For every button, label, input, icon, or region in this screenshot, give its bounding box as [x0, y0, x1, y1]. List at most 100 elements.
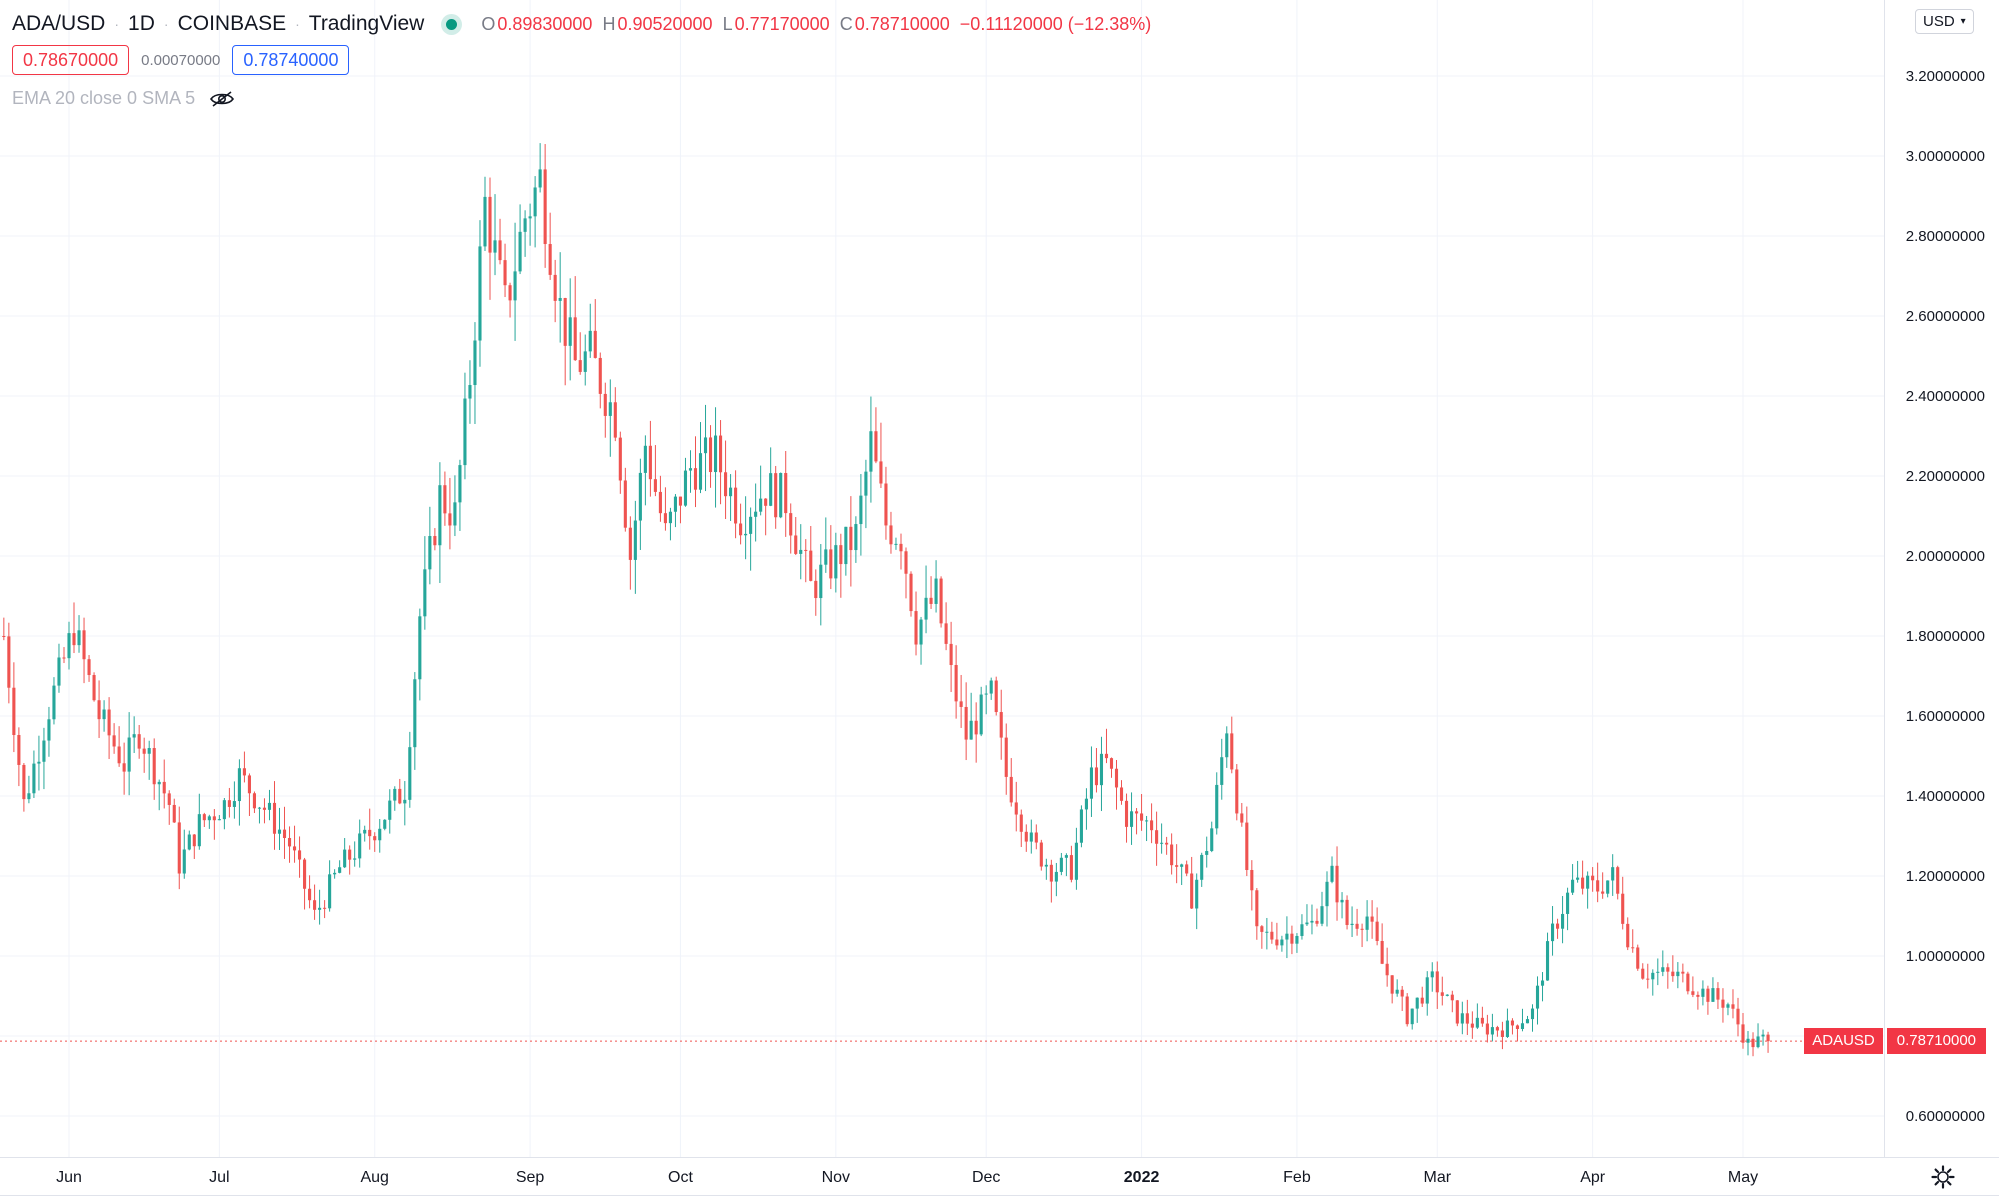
candle-body	[1455, 1000, 1459, 1024]
currency-selector[interactable]: USD ▾	[1915, 9, 1974, 34]
candle-body	[1155, 830, 1159, 844]
candle-body	[398, 788, 402, 804]
candle-body	[1365, 916, 1369, 930]
candle-body	[102, 709, 106, 720]
candle-body	[789, 513, 793, 536]
candle-body	[1525, 1019, 1530, 1024]
eye-off-icon[interactable]	[209, 90, 235, 108]
indicator-legend[interactable]: EMA 20 close 0 SMA 5	[12, 88, 235, 109]
candle-body	[388, 800, 392, 820]
candle-body	[172, 804, 176, 823]
candle-body	[1004, 737, 1008, 777]
candle-body	[1165, 842, 1169, 845]
candle-body	[443, 485, 447, 514]
candle-body	[914, 611, 918, 645]
candle-body	[57, 657, 61, 686]
candle-body	[618, 437, 622, 481]
candle-body	[1360, 928, 1364, 930]
candle-body	[543, 169, 547, 245]
candle-body	[1280, 939, 1284, 946]
buy-price-button[interactable]: 0.78740000	[232, 45, 350, 75]
candle-body	[1330, 865, 1334, 882]
candle-body	[262, 807, 267, 810]
candle-body	[1250, 869, 1254, 891]
candle-body	[553, 274, 557, 301]
time-tick-label: Jul	[209, 1169, 229, 1186]
spread-value: 0.00070000	[141, 51, 221, 69]
candle-body	[1470, 1023, 1474, 1028]
candle-body	[1054, 871, 1058, 882]
candle-body	[1355, 923, 1359, 929]
candle-body	[32, 763, 36, 794]
candle-body	[1315, 920, 1319, 924]
time-tick-label: May	[1728, 1169, 1758, 1186]
price-tick-label: 2.60000000	[1906, 308, 1985, 325]
candle-body	[703, 437, 708, 454]
candle-body	[1721, 999, 1725, 1008]
candle-body	[1686, 973, 1690, 992]
candle-body	[1596, 880, 1600, 892]
candle-body	[839, 545, 843, 565]
indicator-label[interactable]: EMA 20 close 0 SMA 5	[12, 88, 196, 108]
candle-body	[107, 709, 111, 736]
interval-label[interactable]: 1D	[128, 12, 155, 35]
candle-body	[1064, 855, 1068, 858]
currency-label: USD	[1923, 13, 1955, 30]
candle-body	[97, 700, 101, 720]
gear-icon[interactable]	[1930, 1164, 1956, 1190]
candle-body	[1611, 867, 1615, 881]
candle-body	[1430, 971, 1434, 978]
candle-body	[869, 431, 873, 472]
candle-body	[859, 495, 863, 525]
candle-body	[1240, 813, 1244, 823]
candle-body	[493, 240, 497, 253]
candle-body	[608, 402, 612, 416]
candle-body	[1510, 1020, 1515, 1026]
candle-body	[77, 630, 81, 646]
candle-body	[1150, 820, 1154, 831]
candle-body	[769, 473, 773, 506]
candle-body	[1671, 971, 1675, 977]
candle-body	[1400, 989, 1404, 997]
candle-body	[1390, 975, 1394, 994]
candle-body	[1260, 926, 1264, 932]
time-axis[interactable]: Jun Jul Aug Sep Oct Nov Dec 2022 Feb Mar Apr May	[56, 1169, 1758, 1186]
candle-body	[794, 535, 798, 554]
candle-body	[924, 597, 928, 620]
candle-body	[1746, 1038, 1750, 1043]
candle-body	[1180, 864, 1184, 867]
candle-body	[17, 735, 21, 765]
price-axis[interactable]: 3.20000000 3.00000000 2.80000000 2.60000000…	[1906, 68, 1985, 1125]
close-value: 0.78710000	[854, 13, 950, 34]
candle-body	[954, 665, 958, 702]
candle-body	[328, 874, 332, 909]
symbol-name[interactable]: ADA/USD	[12, 12, 106, 35]
time-tick-label: Feb	[1283, 1169, 1311, 1186]
candle-body	[734, 487, 738, 524]
candle-body	[127, 737, 131, 772]
candle-body	[122, 763, 126, 772]
candle-body	[518, 231, 522, 272]
candle-body	[297, 850, 302, 860]
price-tick-label: 2.80000000	[1906, 228, 1985, 245]
candle-body	[383, 819, 387, 829]
low-value: 0.77170000	[734, 13, 830, 34]
candle-body	[202, 814, 206, 821]
candle-body	[1024, 831, 1028, 842]
candle-body	[1099, 753, 1104, 786]
candle-body	[779, 473, 783, 518]
sell-price-button[interactable]: 0.78670000	[12, 45, 130, 75]
candle-body	[653, 479, 657, 492]
candle-body	[1225, 733, 1229, 758]
candle-body	[247, 775, 251, 794]
candle-body	[1039, 842, 1043, 867]
candle-body	[1576, 877, 1580, 880]
candle-body	[984, 693, 988, 695]
candle-body	[287, 838, 292, 847]
candle-body	[804, 549, 808, 551]
candle-body	[864, 471, 868, 496]
candle-body	[1415, 997, 1419, 1009]
time-tick-label: Mar	[1423, 1169, 1451, 1186]
